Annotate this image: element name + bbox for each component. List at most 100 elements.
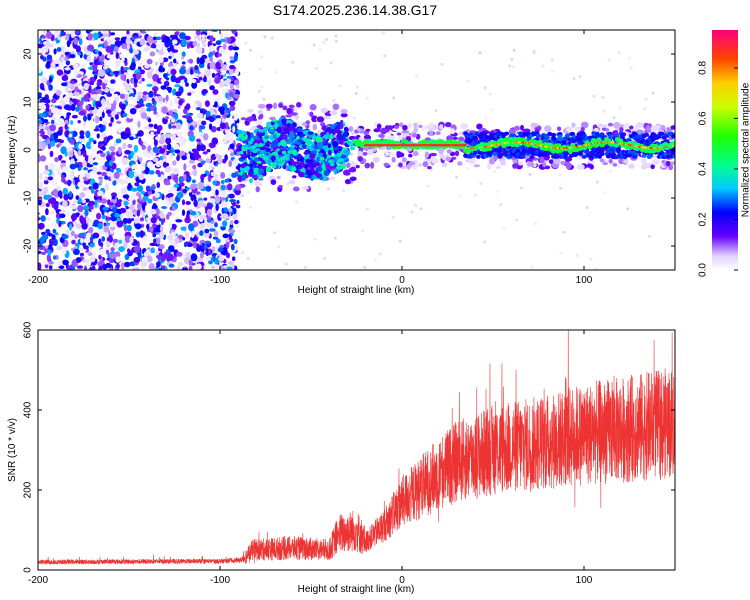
spectrogram-cell (84, 209, 89, 217)
spectrogram-cell (38, 105, 42, 110)
spectrogram-cell (136, 202, 142, 211)
spectrogram-cell (413, 203, 417, 207)
spectrogram-cell (191, 196, 197, 201)
spectrogram-cell (117, 146, 122, 155)
spectrogram-cell (42, 135, 49, 140)
spectrogram-cell (142, 195, 149, 201)
spectrogram-cell (231, 172, 237, 178)
spectrogram-cell (609, 169, 613, 173)
spectrogram-cell (70, 213, 78, 221)
spectrogram-cell (324, 38, 328, 41)
spectrogram-cell (293, 154, 299, 160)
spectrogram-cell (128, 103, 134, 107)
spectrogram-cell (328, 149, 332, 156)
spectrogram-cell (167, 87, 172, 94)
spectrogram-cell (512, 48, 516, 52)
spectrogram-cell (327, 143, 332, 149)
spectrogram-cell (41, 251, 46, 255)
spectrogram-cell (70, 230, 75, 236)
spectrogram-cell (232, 256, 236, 262)
spectrogram-cell (190, 183, 197, 190)
spectrogram-cell (315, 136, 323, 144)
spectrogram-cell (510, 58, 514, 61)
spectrogram-cell (367, 139, 373, 144)
spectrogram-cell (411, 133, 418, 138)
spectrogram-cell (547, 131, 553, 136)
spectrogram-cell (299, 161, 306, 168)
spectrogram-cell (267, 159, 272, 164)
spectrogram-cell (87, 44, 95, 52)
spectrogram-cell (160, 133, 165, 142)
spectrogram-cell (64, 67, 71, 71)
spectrogram-cell (257, 89, 261, 93)
spectrogram-cell (88, 85, 92, 92)
spectrogram-cell (187, 67, 191, 75)
spectrogram-cell (236, 200, 240, 204)
spectrogram-cell (294, 114, 300, 120)
spectrogram-cell (127, 113, 133, 119)
spectrogram-cell (89, 170, 96, 177)
spectrogram-cell (131, 164, 138, 170)
spectrogram-cell (214, 257, 219, 265)
spectrogram-cell (476, 123, 483, 130)
spectrogram-cell (60, 30, 65, 37)
spectrogram-cell (152, 146, 159, 154)
spectrogram-cell (132, 49, 140, 55)
spectrogram-cell (174, 149, 181, 154)
spectrogram-cell (173, 112, 179, 120)
spectrogram-cell (108, 160, 113, 167)
spectrogram-cell (211, 246, 215, 253)
spectrogram-cell (641, 157, 647, 165)
spectrogram-cell (75, 223, 83, 229)
spectrogram-cell (62, 187, 68, 196)
spectrogram-cell (334, 168, 338, 175)
spectrogram-cell (38, 141, 43, 148)
spectrogram-cell (581, 154, 587, 159)
spectrogram-cell (56, 47, 62, 52)
spectrogram-cell (119, 178, 125, 185)
spectrogram-cell (228, 91, 234, 98)
spectrogram-cell (623, 122, 630, 130)
spectrogram-cell (343, 169, 351, 176)
spectrogram-cell (232, 46, 240, 51)
spectrogram-cell (109, 51, 114, 55)
spectrogram-cell (89, 255, 96, 263)
spectrogram-cell (61, 75, 69, 82)
spectrogram-cell (429, 122, 434, 128)
spectrogram-cell (119, 93, 125, 100)
spectrogram-cell (98, 69, 106, 77)
spectrogram-cell (266, 141, 272, 145)
spectrogram-cell (557, 126, 562, 132)
spectrogram-cell (473, 164, 480, 168)
spectrogram-cell (229, 152, 235, 157)
spectrogram-cell (107, 202, 114, 206)
spectrogram-cell (645, 125, 651, 132)
spectrogram-cell (188, 259, 193, 266)
spectrogram-cell (45, 126, 49, 131)
spectrogram-cell (242, 136, 248, 141)
spectrogram-cell (313, 145, 319, 150)
spectrogram-cell (100, 198, 108, 204)
spectrogram-cell (671, 140, 675, 146)
spectrogram-cell (135, 104, 142, 109)
spectrogram-cell (67, 92, 74, 98)
spectrogram-cell (273, 231, 277, 235)
spectrogram-cell (207, 30, 212, 36)
spectrogram-cell (148, 263, 155, 270)
spectrogram-cell (466, 79, 470, 83)
spectrogram-cell (178, 99, 183, 106)
spectrogram-cell (209, 142, 215, 149)
spectrogram-cell (311, 115, 318, 123)
spectrogram-cell (382, 31, 385, 35)
spectrogram-cell (181, 155, 187, 161)
spectrogram-cell (190, 230, 195, 239)
spectrogram-cell (223, 138, 228, 144)
spectrogram-cell (201, 242, 205, 247)
spectrogram-cell (87, 252, 93, 256)
spectrogram-cell (212, 236, 219, 240)
spectrogram-cell (115, 139, 122, 144)
spectrogram-cell (205, 256, 212, 262)
spectrogram-cell (165, 137, 172, 145)
spectrogram-cell (41, 141, 47, 149)
spectrogram-cell (43, 194, 50, 200)
